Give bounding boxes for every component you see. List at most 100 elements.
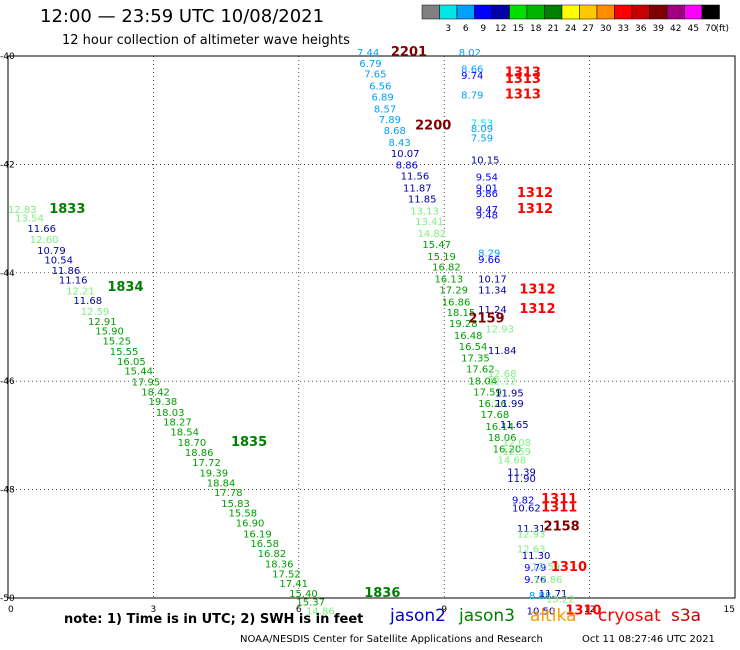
wave-height-value: 9.47: [476, 205, 498, 216]
wave-height-value: 12.91: [88, 317, 117, 328]
wave-height-value: 16.13: [435, 275, 464, 286]
data-points: 12.8313.5411.6612.6010.7910.5411.8611.16…: [8, 48, 575, 617]
pass-time-label: 1311: [541, 492, 577, 507]
legend-jason2: jason2: [390, 606, 446, 626]
wave-height-value: 9.66: [478, 255, 500, 266]
wave-height-value: 15.40: [289, 589, 318, 600]
x-tick-label: 0: [8, 605, 14, 615]
wave-height-value: 16.90: [236, 518, 265, 529]
wave-height-value: 12.63: [517, 544, 546, 555]
wave-height-value: 11.66: [27, 224, 56, 235]
wave-height-value: 15.58: [229, 509, 258, 520]
wave-height-value: 9.76: [524, 575, 546, 586]
wave-height-value: 12.59: [81, 307, 110, 318]
pass-time-label: 2159: [468, 312, 504, 327]
wave-height-value: 11.31: [517, 524, 546, 535]
pass-time-label: 1312: [517, 186, 553, 201]
wave-height-value: 11.65: [500, 420, 529, 431]
pass-time-label: 2200: [415, 119, 451, 134]
wave-height-value: 13.13: [410, 206, 439, 217]
wave-height-value: 12.59: [531, 562, 560, 573]
wave-height-value: 19.38: [149, 397, 178, 408]
colorbar-tick-label: 27: [583, 24, 594, 34]
colorbar-tick-label: 33: [618, 24, 629, 34]
wave-height-value: 8.29: [478, 249, 500, 260]
colorbar-swatch: [491, 4, 510, 20]
colorbar-swatch: [509, 4, 528, 20]
pass-labels: 1833183418351836220122002159215813131313…: [49, 45, 601, 618]
wave-height-value: 17.52: [272, 569, 301, 580]
wave-height-value: 16.26: [478, 399, 507, 410]
wave-height-value: 10.62: [512, 503, 541, 514]
colorbar-tick-label: 6: [463, 24, 469, 34]
wave-height-value: 11.56: [401, 172, 430, 183]
wave-height-value: 11.85: [408, 194, 437, 205]
wave-height-value: 9.48: [476, 211, 498, 222]
wave-height-value: 7.44: [357, 48, 379, 59]
wave-height-value: 11.87: [403, 184, 432, 195]
colorbar-tick-label: 30: [600, 24, 612, 34]
wave-height-value: 16.19: [243, 529, 272, 540]
wave-height-value: 18.27: [163, 418, 192, 429]
wave-height-value: 12.86: [534, 575, 563, 586]
generated-timestamp: Oct 11 08:27:46 UTC 2021: [582, 634, 715, 645]
wave-height-value: 15.37: [296, 598, 325, 609]
pass-time-label: 1313: [505, 87, 541, 102]
wave-height-value: 8.68: [384, 126, 406, 137]
wave-height-value: 8.02: [459, 48, 481, 59]
y-tick-label: -42: [0, 160, 15, 170]
colorbar-swatch: [666, 4, 685, 20]
chart-subtitle: 12 hour collection of altimeter wave hei…: [62, 33, 350, 48]
wave-height-value: 18.03: [156, 408, 185, 419]
wave-height-value: 11.68: [73, 296, 102, 307]
wave-height-value: 7.59: [471, 134, 493, 145]
wave-height-value: 7.53: [471, 118, 493, 129]
wave-height-value: 10.07: [391, 149, 420, 160]
wave-height-value: 7.89: [379, 115, 401, 126]
wave-height-value: 11.84: [488, 346, 517, 357]
legend-cryosat: cryosat: [598, 606, 661, 626]
wave-height-value: 10.54: [44, 256, 73, 267]
colorbar-tick-label: 18: [530, 24, 542, 34]
wave-height-value: 16.05: [117, 357, 146, 368]
wave-height-value: 9.82: [512, 496, 534, 507]
wave-height-value: 6.56: [369, 82, 391, 93]
colorbar-tick-label: 12: [495, 24, 506, 34]
pass-time-label: 1312: [519, 282, 555, 297]
wave-height-value: 17.68: [481, 410, 510, 421]
y-tick-label: -50: [0, 594, 15, 604]
wave-height-value: 16.58: [250, 539, 279, 550]
wave-height-value: 11.86: [52, 266, 81, 277]
pass-time-label: 1310: [551, 560, 587, 575]
wave-height-value: 11.71: [539, 589, 568, 600]
colorbar-swatch: [579, 4, 598, 20]
wave-height-value: 15.90: [95, 327, 124, 338]
pass-time-label: 1312: [519, 302, 555, 317]
colorbar-swatch: [684, 4, 703, 20]
wave-height-value: 12.12: [488, 376, 517, 387]
colorbar-swatch: [456, 4, 475, 20]
pass-time-label: 1311: [541, 500, 577, 515]
wave-height-value: 12.68: [488, 369, 517, 380]
colorbar: 3 6 9 12 15 18 21 24 27 30 33 36 39 42 45 70 (ft): [421, 4, 729, 34]
pass-time-label: 1312: [517, 202, 553, 217]
colorbar-tick-label: 21: [548, 24, 559, 34]
pass-time-label: 1310: [565, 603, 601, 618]
colorbar-swatch: [544, 4, 563, 20]
wave-height-value: 18.70: [178, 438, 207, 449]
wave-height-value: 11.39: [507, 468, 536, 479]
plot-axes: 0 3 6 9 12 15 -40 -42 -44 -46 -48 -50: [0, 52, 735, 615]
wave-height-value: 9.01: [476, 184, 498, 195]
wave-height-value: 14.68: [498, 456, 527, 467]
colorbar-swatch: [474, 4, 493, 20]
wave-height-value: 17.72: [192, 458, 221, 469]
wave-height-value: 10.15: [471, 155, 500, 166]
legend-s3a: s3a: [671, 606, 702, 626]
colorbar-tick-label: 24: [565, 24, 577, 34]
wave-height-value: 8.66: [461, 64, 483, 75]
wave-height-value: 6.89: [372, 92, 394, 103]
wave-height-value: 10.17: [478, 275, 507, 286]
colorbar-swatch: [701, 4, 720, 20]
wave-height-value: 15.47: [422, 240, 451, 251]
